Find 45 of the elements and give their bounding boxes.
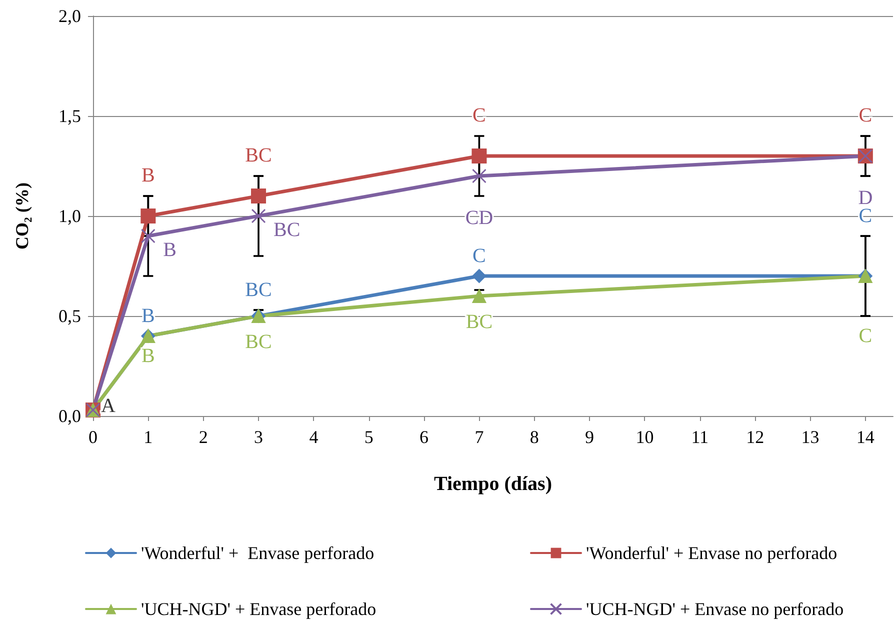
point xyxy=(140,228,156,244)
data-label: B xyxy=(142,164,155,186)
point xyxy=(472,148,487,164)
point xyxy=(251,208,266,224)
data-label: B xyxy=(163,239,177,261)
point xyxy=(251,188,266,204)
data-label: C xyxy=(472,245,486,267)
x-tick-label: 11 xyxy=(691,427,709,447)
x-tick-label: 12 xyxy=(746,427,764,447)
legend-label: 'Wonderful' + Envase perforado xyxy=(141,543,374,563)
x-tick-label: 4 xyxy=(309,427,318,447)
data-label: BC xyxy=(245,144,272,166)
legend-label: 'UCH-NGD' + Envase no perforado xyxy=(586,599,844,619)
data-label: D xyxy=(858,187,873,209)
x-tick-label: 6 xyxy=(420,427,429,447)
x-tick-label: 3 xyxy=(254,427,264,447)
x-tick-label: 9 xyxy=(585,427,594,447)
x-tick-label: 13 xyxy=(801,427,820,447)
data-label: C xyxy=(858,325,872,347)
y-tick-label: 0,0 xyxy=(58,406,81,426)
y-tick-label: 1,5 xyxy=(58,106,81,126)
x-tick-label: 1 xyxy=(144,427,153,447)
legend-label: 'UCH-NGD' + Envase perforado xyxy=(141,599,376,619)
legend-label: 'Wonderful' + Envase no perforado xyxy=(586,543,838,563)
point xyxy=(140,208,156,224)
data-label: BC xyxy=(245,279,272,301)
x-tick-label: 7 xyxy=(474,427,484,447)
data-label: BC xyxy=(466,311,493,333)
x-tick-label: 14 xyxy=(856,427,874,447)
annotation: A xyxy=(101,395,116,417)
y-tick-label: 2,0 xyxy=(58,6,81,26)
x-tick-label: 8 xyxy=(530,427,539,447)
y-tick-label: 0,5 xyxy=(58,306,81,326)
x-tick-label: 2 xyxy=(198,427,208,447)
point xyxy=(472,168,486,184)
y-tick-label: 1,0 xyxy=(58,206,81,226)
data-label: B xyxy=(142,345,155,367)
x-tick-label: 0 xyxy=(88,427,98,447)
x-axis-title: Tiempo (días) xyxy=(434,473,552,495)
x-tick-label: 10 xyxy=(636,427,654,447)
x-tick-label: 5 xyxy=(364,427,374,447)
data-label: BC xyxy=(274,219,300,241)
y-axis-title: CO₂ (%) xyxy=(12,182,32,250)
data-label: BC xyxy=(245,331,272,353)
point xyxy=(472,269,486,283)
